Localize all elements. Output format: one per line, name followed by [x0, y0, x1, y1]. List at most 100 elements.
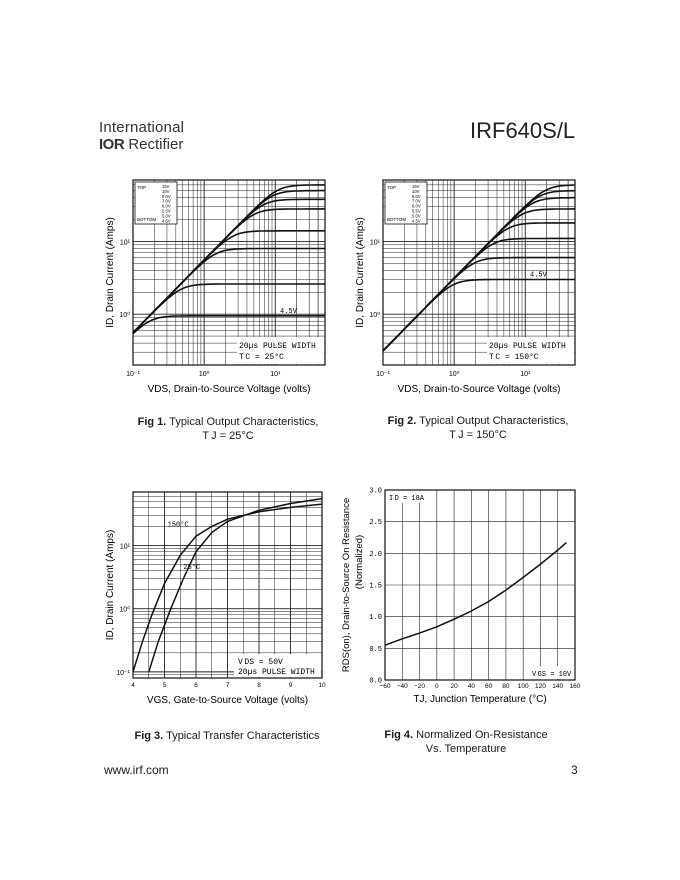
- y-axis-label: RDS(on), Drain-to-Source On Resistance: [341, 498, 352, 672]
- y-tick-label: 10⁰: [369, 311, 380, 319]
- plot-frame: [132, 491, 323, 679]
- x-tick-label: 100: [518, 683, 529, 690]
- y-tick-label: 10¹: [120, 543, 131, 550]
- legend-vgs-value: 6.0V: [412, 204, 421, 209]
- legend-vgs-value: 15V: [412, 184, 420, 189]
- y-axis-sublabel: (Normalized): [354, 535, 365, 589]
- x-tick-label: −20: [414, 683, 425, 690]
- x-axis-label: VDS, Drain-to-Source Voltage (volts): [398, 384, 561, 395]
- x-tick-label: 10⁰: [199, 370, 210, 378]
- drain-current-note: I D = 18A: [389, 495, 425, 503]
- legend-vgs-value: 10V: [162, 189, 170, 194]
- rds-on-curve: [384, 542, 567, 646]
- fig3-caption: Fig 3. Typical Transfer Characteristics: [112, 729, 342, 743]
- case-temperature-note: T C = 25°C: [239, 353, 284, 362]
- x-tick-label: 4: [131, 682, 135, 689]
- pulse-width-note: 20µs PULSE WIDTH: [489, 342, 566, 351]
- part-number: IRF640S/L: [470, 118, 576, 143]
- curve-label: 4.5V: [530, 271, 548, 279]
- fig4-caption-text: Normalized On-Resistance: [416, 729, 548, 741]
- note-box: [487, 337, 574, 364]
- x-tick-label: 80: [502, 683, 510, 690]
- y-tick-label: 10¹: [370, 239, 381, 246]
- legend-top-label: TOP: [387, 185, 396, 190]
- y-tick-label: 2.5: [369, 519, 382, 527]
- x-tick-label: 10¹: [270, 371, 281, 378]
- note-box: [529, 666, 574, 679]
- series-label-150c: 150°C: [168, 520, 189, 529]
- y-tick-label: 10¹: [120, 239, 131, 246]
- x-tick-label: 10⁻¹: [126, 371, 140, 378]
- fig1-caption-condition: T J = 25°C: [202, 430, 254, 442]
- legend-vgs-value: 6.0V: [162, 204, 171, 209]
- fig1-caption: Fig 1. Typical Output Characteristics, T…: [118, 415, 338, 443]
- legend-top-label: TOP: [137, 185, 146, 190]
- curve-25c: [148, 497, 323, 673]
- legend-vgs-value: 15V: [162, 184, 170, 189]
- x-tick-label: 60: [485, 683, 493, 690]
- legend-vgs-value: 4.5V: [162, 218, 171, 223]
- y-tick-label: 2.0: [369, 551, 382, 559]
- fig1-chart: TOPBOTTOM15V10V8.0V7.0V6.0V5.5V5.0V4.5V4…: [105, 179, 326, 395]
- legend-vgs-value: 5.0V: [162, 213, 171, 218]
- fig2-caption-condition: T J = 150°C: [449, 429, 507, 441]
- x-tick-label: 0: [435, 683, 439, 690]
- legend-bottom-label: BOTTOM: [387, 217, 406, 222]
- ior-logo: IOR: [99, 136, 125, 153]
- note-box: [237, 337, 324, 364]
- brand-name: International: [99, 119, 185, 136]
- x-tick-label: 140: [552, 683, 563, 690]
- legend-vgs-value: 7.0V: [412, 199, 421, 204]
- vds-note: V DS = 50V: [238, 658, 283, 667]
- x-axis-label: TJ, Junction Temperature (°C): [413, 694, 546, 705]
- curve-vgs-4-5v: [382, 278, 575, 352]
- vgs-note: V GS = 10V: [532, 671, 572, 679]
- x-tick-label: 5: [163, 682, 167, 689]
- plot-frame: [382, 179, 576, 366]
- x-tick-label: 7: [226, 682, 230, 689]
- curve-150c: [132, 503, 323, 673]
- x-tick-label: 10⁻¹: [376, 371, 390, 378]
- fig2-caption: Fig 2. Typical Output Characteristics, T…: [368, 414, 588, 442]
- legend-vgs-value: 5.5V: [412, 209, 421, 214]
- fig2-caption-number: Fig 2.: [387, 415, 417, 427]
- legend-vgs-value: 7.0V: [162, 199, 171, 204]
- curve-vgs-5-0v: [132, 283, 325, 334]
- fig4-caption: Fig 4. Normalized On-Resistance Vs. Temp…: [366, 728, 566, 756]
- y-tick-label: 10⁻¹: [116, 670, 130, 677]
- legend-vgs-value: 5.5V: [162, 209, 171, 214]
- y-tick-label: 10⁰: [119, 311, 130, 319]
- legend-vgs-value: 8.0V: [412, 194, 421, 199]
- fig4-caption-condition: Vs. Temperature: [425, 743, 507, 755]
- y-axis-label: ID, Drain Current (Amps): [355, 217, 366, 328]
- legend-box: [134, 181, 178, 225]
- x-tick-label: 10⁰: [449, 370, 460, 378]
- brand-rectifier: Rectifier: [128, 136, 184, 153]
- plot-frame: [132, 179, 326, 366]
- fig3-caption-number: Fig 3.: [134, 730, 164, 742]
- note-box: [234, 654, 321, 677]
- pulse-width-note: 20µs PULSE WIDTH: [239, 342, 316, 351]
- fig2-caption-text: Typical Output Characteristics,: [419, 415, 569, 427]
- pulse-width-note: 20µs PULSE WIDTH: [238, 668, 315, 677]
- curve-vgs-6-0v: [382, 222, 575, 352]
- x-tick-label: 20: [450, 683, 458, 690]
- fig4-chart: I D = 18A V GS = 10V −60 −40 −20 0 20 40 60 80 100…: [341, 488, 581, 706]
- brand-logo: IOR Rectifier: [99, 136, 183, 153]
- fig3-caption-text: Typical Transfer Characteristics: [166, 730, 320, 742]
- y-tick-label: 0.0: [369, 678, 382, 686]
- x-tick-label: 160: [570, 683, 581, 690]
- x-axis-label: VGS, Gate-to-Source Voltage (volts): [147, 695, 308, 706]
- footer-url: www.irf.com: [104, 763, 169, 777]
- legend-bottom-label: BOTTOM: [137, 217, 156, 222]
- y-tick-label: 0.5: [369, 646, 382, 654]
- legend-vgs-value: 10V: [412, 189, 420, 194]
- x-tick-label: 9: [289, 682, 293, 689]
- x-tick-label: −60: [379, 683, 390, 690]
- x-tick-label: 10¹: [520, 371, 531, 378]
- fig1-caption-number: Fig 1.: [137, 416, 167, 428]
- fig4-caption-number: Fig 4.: [384, 729, 414, 741]
- case-temperature-note: T C = 150°C: [489, 353, 539, 362]
- y-tick-label: 1.5: [369, 583, 382, 591]
- y-axis-label: ID, Drain Current (Amps): [105, 217, 116, 328]
